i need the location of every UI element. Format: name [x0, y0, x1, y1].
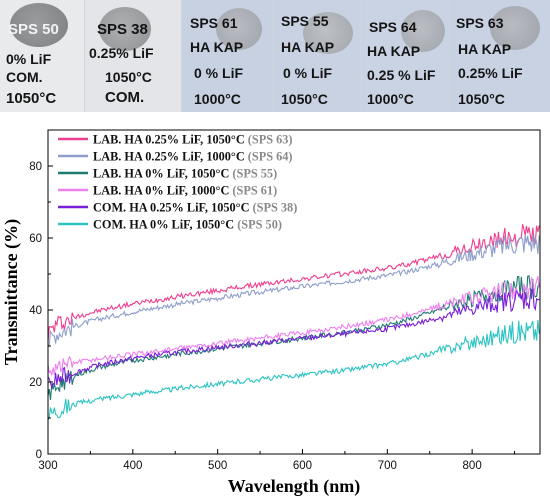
sample-line: 1050°C [281, 91, 328, 107]
series-line [47, 319, 540, 421]
legend: LAB. HA 0.25% LiF, 1050°C (SPS 63)LAB. H… [58, 133, 297, 232]
sample-line: 1000°C [194, 91, 241, 107]
sample-photo-sps38: SPS 38 0.25% LiF 1050°C COM. [85, 0, 182, 112]
x-tick-label: 800 [463, 460, 482, 472]
sample-code: SPS 55 [281, 13, 329, 29]
y-tick-label: 60 [29, 233, 42, 245]
sample-disc [303, 12, 353, 54]
sample-photo-sps50: SPS 50 0% LiF COM. 1050°C [0, 0, 85, 112]
sample-disc [401, 10, 445, 52]
x-tick-label: 300 [38, 460, 57, 472]
sample-disc [216, 8, 262, 50]
legend-label: LAB. HA 0% LiF, 1000°C [93, 184, 232, 198]
sample-code: SPS 61 [190, 15, 238, 31]
sample-line: COM. [6, 69, 43, 85]
sample-photo-sps64: SPS 64 HA KAP 0.25 % LiF 1000°C [361, 0, 450, 112]
series-line [47, 234, 540, 347]
legend-label: LAB. HA 0.25% LiF, 1050°C [93, 133, 248, 147]
sample-line: 0.25% LiF [458, 65, 523, 81]
x-tick-label: 600 [293, 460, 312, 472]
sample-line: 0 % LiF [283, 65, 333, 81]
ticks-layer: 300 400 500 600 700 800 0 20 40 60 80 [29, 161, 516, 472]
sample-photo-sps55: SPS 55 HA KAP 0 % LiF 1050°C [273, 0, 361, 112]
sample-line: 0% LiF [6, 51, 52, 67]
plot-frame [47, 129, 541, 455]
legend-label: COM. HA 0% LiF, 1050°C [93, 218, 237, 232]
legend-label: LAB. HA 0.25% LiF, 1000°C [93, 150, 248, 164]
x-tick-label: 400 [123, 460, 142, 472]
sample-code: SPS 50 [8, 21, 59, 38]
legend-label: LAB. HA 0% LiF, 1050°C [93, 167, 232, 181]
legend-sample-code: (SPS 38) [253, 201, 298, 215]
series-layer [47, 224, 540, 421]
sample-photo-sps63: SPS 63 HA KAP 0.25% LiF 1050°C [450, 0, 550, 112]
sample-line: 0 % LiF [194, 65, 244, 81]
sample-line: HA KAP [190, 39, 244, 55]
series-line [47, 224, 540, 342]
series-line [47, 276, 540, 376]
sample-photo-sps61: SPS 61 HA KAP 0 % LiF 1000°C [182, 0, 273, 112]
legend-entry: LAB. HA 0% LiF, 1050°C (SPS 55) [93, 167, 277, 181]
x-axis-title: Wavelength (nm) [228, 476, 361, 497]
legend-label: COM. HA 0.25% LiF, 1050°C [93, 201, 253, 215]
sample-line: 0.25 % LiF [367, 67, 436, 83]
legend-entry: COM. HA 0% LiF, 1050°C (SPS 50) [93, 218, 282, 232]
series-line [47, 275, 540, 400]
sample-code: SPS 38 [97, 21, 148, 38]
legend-entry: LAB. HA 0.25% LiF, 1000°C (SPS 64) [93, 150, 293, 164]
sample-line: 1050°C [6, 90, 57, 107]
legend-sample-code: (SPS 50) [237, 218, 282, 232]
legend-sample-code: (SPS 64) [248, 150, 293, 164]
x-tick-label: 700 [378, 460, 397, 472]
legend-sample-code: (SPS 61) [232, 184, 277, 198]
sample-line: HA KAP [281, 39, 335, 55]
sample-code: SPS 64 [369, 19, 417, 35]
transmittance-chart: 300 400 500 600 700 800 0 20 40 60 80 LAB. HA 0.25… [1, 129, 541, 497]
sample-line: 0.25% LiF [89, 45, 154, 61]
sample-disc [490, 6, 540, 50]
x-tick-label: 500 [208, 460, 227, 472]
sample-code: SPS 63 [456, 15, 504, 31]
y-axis-title: Transmittance (%) [1, 219, 22, 365]
legend-entry: LAB. HA 0% LiF, 1000°C (SPS 61) [93, 184, 277, 198]
legend-entry: LAB. HA 0.25% LiF, 1050°C (SPS 63) [93, 133, 293, 147]
sample-line: 1050°C [458, 91, 505, 107]
legend-sample-code: (SPS 55) [232, 167, 277, 181]
sample-disc [99, 7, 151, 51]
y-tick-label: 40 [29, 305, 42, 317]
sample-disc [10, 3, 68, 47]
sample-line: HA KAP [367, 43, 421, 59]
sample-line: 1000°C [367, 91, 414, 107]
y-tick-label: 20 [29, 377, 42, 389]
series-line [47, 288, 540, 390]
y-tick-label: 80 [29, 161, 42, 173]
sample-line: COM. [105, 89, 145, 106]
sample-line: HA KAP [458, 41, 512, 57]
sample-line: 1050°C [105, 69, 152, 85]
y-tick-label: 0 [36, 449, 42, 461]
legend-entry: COM. HA 0.25% LiF, 1050°C (SPS 38) [93, 201, 297, 215]
legend-sample-code: (SPS 63) [248, 133, 293, 147]
